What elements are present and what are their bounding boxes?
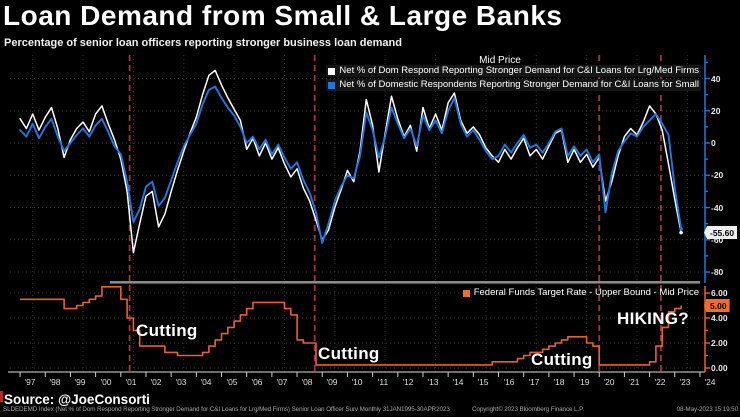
footer-datetime: 08-May-2023 15:19:50	[676, 406, 738, 413]
last-value-badge-lower: 5.00	[704, 299, 730, 312]
page-title: Loan Demand from Small & Large Banks	[3, 0, 563, 31]
legend-label-fed-funds: Federal Funds Target Rate - Upper Bound …	[473, 287, 699, 298]
annotation-cutting-2019: Cutting	[531, 350, 593, 369]
footer-copyright: Copyright© 2023 Bloomberg Finance L.P.	[472, 406, 585, 413]
annotation-hiking: HIKING?	[617, 309, 689, 328]
white-series-swatch-icon	[328, 67, 336, 75]
legend-label-small-firms: Net % of Domestic Respondents Reporting …	[339, 79, 699, 90]
red-edge-marker	[0, 391, 3, 402]
legend-item-fed-funds[interactable]: Federal Funds Target Rate - Upper Bound …	[461, 287, 701, 299]
annotation-cutting-2008: Cutting	[318, 344, 380, 363]
legend-mid-price-label: Mid Price	[479, 55, 521, 66]
legend-label-large-firms: Net % of Dom Respond Reporting Stronger …	[339, 65, 699, 76]
blue-series-swatch-icon	[328, 81, 336, 89]
legend-item-small-firms[interactable]: Net % of Domestic Respondents Reporting …	[326, 79, 701, 91]
source-credit: Source: @JoeConsorti	[4, 392, 150, 407]
orange-series-swatch-icon	[462, 289, 470, 297]
page-subtitle: Percentage of senior loan officers repor…	[4, 37, 402, 49]
last-value-badge-main: -55.60	[704, 226, 738, 239]
annotation-cutting-2001: Cutting	[136, 321, 198, 340]
legend-item-large-firms[interactable]: Net % of Dom Respond Reporting Stronger …	[326, 65, 701, 77]
footer-ticker-description: SLDEDEMD Index (Net % of Dom Respond Rep…	[3, 406, 450, 413]
